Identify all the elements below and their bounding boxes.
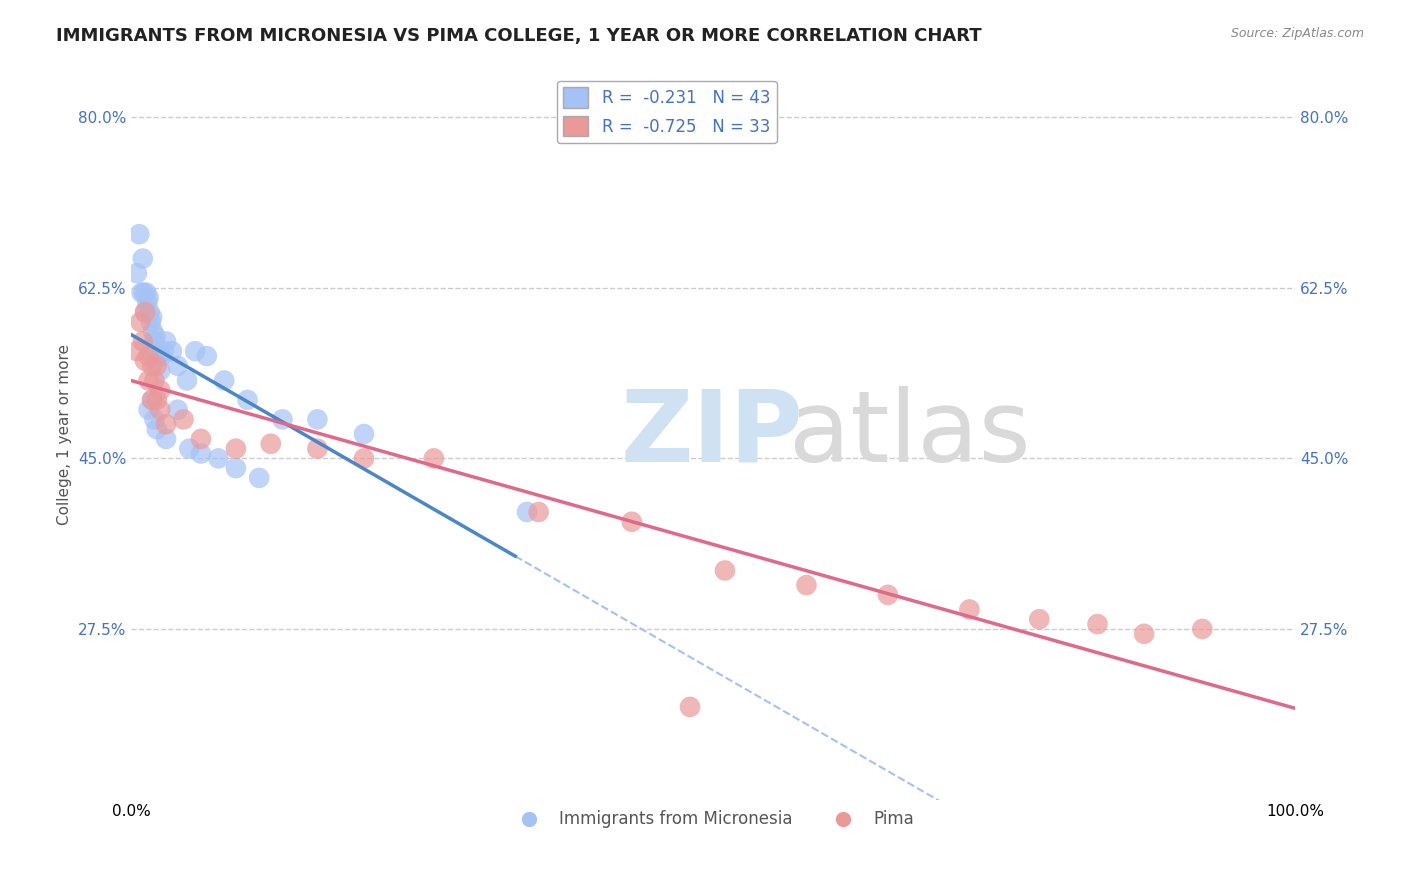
Point	[132, 334, 155, 349]
Point	[714, 564, 737, 578]
Point	[796, 578, 818, 592]
Point	[155, 432, 177, 446]
Point	[129, 315, 152, 329]
Point	[143, 373, 166, 387]
Point	[135, 285, 157, 300]
Point	[166, 402, 188, 417]
Point	[150, 349, 173, 363]
Point	[148, 349, 170, 363]
Point	[959, 602, 981, 616]
Point	[131, 285, 153, 300]
Point	[149, 402, 172, 417]
Point	[138, 402, 160, 417]
Point	[145, 329, 167, 343]
Point	[132, 285, 155, 300]
Point	[190, 432, 212, 446]
Point	[353, 427, 375, 442]
Text: Source: ZipAtlas.com: Source: ZipAtlas.com	[1230, 27, 1364, 40]
Point	[143, 334, 166, 349]
Point	[128, 227, 150, 242]
Point	[877, 588, 900, 602]
Point	[212, 373, 235, 387]
Point	[141, 359, 163, 373]
Point	[423, 451, 446, 466]
Point	[1028, 612, 1050, 626]
Point	[160, 344, 183, 359]
Point	[125, 266, 148, 280]
Point	[145, 359, 167, 373]
Point	[176, 373, 198, 387]
Point	[353, 451, 375, 466]
Point	[149, 383, 172, 397]
Point	[516, 505, 538, 519]
Point	[145, 392, 167, 407]
Point	[155, 334, 177, 349]
Text: IMMIGRANTS FROM MICRONESIA VS PIMA COLLEGE, 1 YEAR OR MORE CORRELATION CHART: IMMIGRANTS FROM MICRONESIA VS PIMA COLLE…	[56, 27, 981, 45]
Point	[138, 291, 160, 305]
Point	[142, 325, 165, 339]
Point	[141, 392, 163, 407]
Point	[620, 515, 643, 529]
Point	[138, 373, 160, 387]
Point	[143, 412, 166, 426]
Point	[679, 700, 702, 714]
Point	[145, 344, 167, 359]
Text: atlas: atlas	[789, 385, 1031, 483]
Point	[149, 364, 172, 378]
Point	[134, 305, 156, 319]
Point	[139, 315, 162, 329]
Point	[195, 349, 218, 363]
Point	[145, 422, 167, 436]
Point	[138, 349, 160, 363]
Point	[136, 295, 159, 310]
Point	[1087, 617, 1109, 632]
Point	[307, 442, 329, 456]
Point	[141, 310, 163, 324]
Y-axis label: College, 1 year or more: College, 1 year or more	[58, 343, 72, 524]
Point	[1133, 627, 1156, 641]
Point	[1191, 622, 1213, 636]
Point	[166, 359, 188, 373]
Point	[225, 461, 247, 475]
Point	[247, 471, 270, 485]
Point	[260, 436, 283, 450]
Point	[141, 392, 163, 407]
Point	[184, 344, 207, 359]
Point	[134, 305, 156, 319]
Point	[225, 442, 247, 456]
Point	[134, 354, 156, 368]
Legend: Immigrants from Micronesia, Pima: Immigrants from Micronesia, Pima	[506, 804, 921, 835]
Point	[155, 417, 177, 432]
Point	[179, 442, 201, 456]
Point	[125, 344, 148, 359]
Point	[307, 412, 329, 426]
Point	[527, 505, 550, 519]
Point	[152, 344, 174, 359]
Point	[271, 412, 294, 426]
Point	[138, 305, 160, 319]
Point	[207, 451, 229, 466]
Text: ZIP: ZIP	[620, 385, 803, 483]
Point	[173, 412, 195, 426]
Point	[236, 392, 259, 407]
Point	[190, 446, 212, 460]
Point	[132, 252, 155, 266]
